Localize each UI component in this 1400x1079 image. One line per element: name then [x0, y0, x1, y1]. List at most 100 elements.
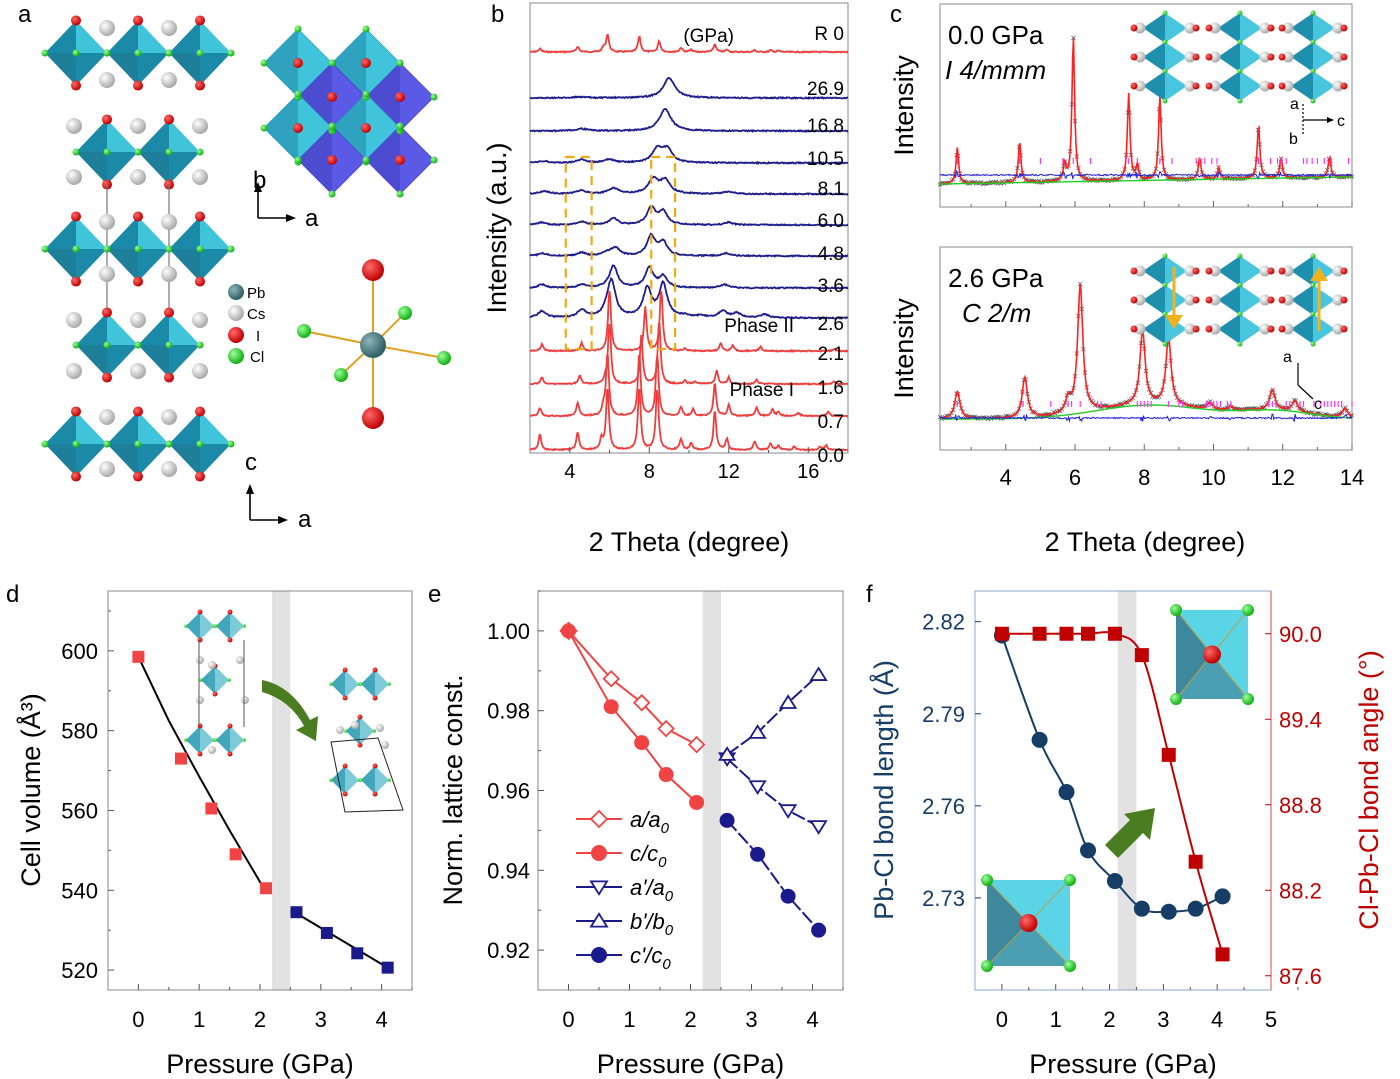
y-axis-title: Norm. lattice const.	[438, 674, 468, 905]
iodine-atom	[164, 114, 174, 125]
marker-circle	[1160, 903, 1177, 920]
octahedron	[169, 20, 231, 86]
chlorine-atom	[387, 682, 391, 686]
octahedron-face	[1143, 256, 1165, 286]
legend: a/a0 c/c0 a'/a0 b'/b0 c'/c0	[576, 807, 674, 973]
lead-atom	[360, 332, 386, 358]
cesium-atom	[1282, 265, 1294, 277]
octahedron-face	[1291, 13, 1313, 43]
chlorine-atom	[1237, 253, 1243, 259]
iodine-atom	[71, 15, 81, 26]
cesium-atom	[130, 118, 146, 134]
iodine-atom	[1340, 82, 1348, 90]
iodine-atom	[357, 714, 363, 720]
cesium-atom	[1259, 265, 1271, 277]
difference-profile	[939, 169, 1353, 180]
octahedron-face	[138, 53, 169, 86]
data-point	[132, 650, 145, 663]
cesium-atom	[1332, 294, 1344, 306]
octahedron	[107, 20, 169, 86]
octahedron-face	[169, 312, 200, 345]
marker-triangle-down	[809, 820, 828, 835]
iodine-atom	[1130, 82, 1138, 90]
xrd-trace	[529, 204, 849, 227]
iodine-atom	[197, 723, 203, 729]
iodine-atom	[1267, 53, 1275, 61]
rietveld-0gpa: 0.0 GPa I 4/mmm Intensity a c b	[889, 3, 1355, 208]
y-right-tick-label: 87.6	[1279, 964, 1322, 989]
marker-circle	[1187, 900, 1204, 917]
octahedron-inset	[1205, 10, 1275, 43]
iodine-atom	[212, 691, 218, 697]
x-axis-ticks: 4 8 12 16	[564, 447, 819, 483]
highlight-box	[650, 155, 677, 351]
cesium-atom	[130, 312, 146, 328]
octahedron-face	[1313, 256, 1335, 286]
octahedron-face	[169, 249, 200, 282]
octahedron-inset	[1205, 311, 1275, 344]
pressure-label: 6.0	[818, 211, 844, 232]
cesium-atom	[99, 266, 115, 282]
y-tick-label: 540	[61, 878, 98, 903]
panel-label-c: c	[890, 1, 902, 28]
marker-circle	[1106, 873, 1123, 890]
cesium-atom	[99, 214, 115, 230]
octahedron-face	[169, 444, 200, 477]
cesium-atom	[1134, 51, 1146, 63]
x-tick-label: 3	[745, 1007, 757, 1032]
chlorine-atom	[1064, 874, 1076, 886]
legend-cs-atom	[228, 305, 244, 321]
y-tick-label: 560	[61, 798, 98, 823]
octahedron-face	[200, 20, 231, 53]
octahedron-inset	[1205, 253, 1275, 286]
pressure-labels: R 0 26.9 16.8 10.5 8.1 6.0 4.8 3.6 2.6 2.1 1.6 0.7 0…	[807, 24, 844, 467]
chlorine-atom	[1310, 98, 1316, 104]
octahedron	[76, 312, 138, 378]
marker-square	[1134, 648, 1149, 663]
cesium-atom	[130, 169, 146, 185]
iodine-atom	[195, 406, 205, 417]
arrowhead	[1165, 315, 1183, 329]
chlorine-atom	[1162, 253, 1168, 259]
octahedron-face	[1291, 256, 1313, 286]
octahedron-face	[331, 670, 345, 698]
marker-circle	[689, 794, 705, 810]
legend-item: b'/b0	[576, 909, 674, 939]
chlorine-atom	[242, 624, 246, 628]
octahedron-face	[76, 444, 107, 477]
chlorine-atom	[1237, 341, 1243, 347]
chlorine-atom	[1162, 39, 1168, 45]
chlorine-atom	[334, 368, 348, 382]
chlorine-atom	[328, 190, 336, 198]
marker-square	[994, 626, 1009, 641]
chlorine-atom	[1170, 693, 1182, 705]
cesium-atom	[1259, 22, 1271, 34]
octahedron-inset	[329, 763, 361, 797]
chlorine-atom	[1237, 68, 1243, 74]
octahedron-face	[138, 152, 169, 185]
chlorine-atom	[196, 49, 204, 57]
cesium-atom	[99, 72, 115, 88]
x-tick-label: 14	[1340, 465, 1364, 490]
chlorine-atom	[227, 678, 231, 682]
chlorine-atom	[329, 682, 333, 686]
cesium-atom	[99, 409, 115, 425]
plot-frame	[537, 590, 844, 991]
pressure-label: 3.6	[818, 276, 844, 297]
axis-label-a-bottom: a	[298, 506, 312, 533]
octahedron-face	[1176, 654, 1248, 699]
octahedron-face	[138, 119, 169, 152]
xrd-trace	[529, 323, 849, 386]
iodine-atom	[71, 471, 81, 482]
iodine-atom	[1267, 296, 1275, 304]
iodine-atom	[342, 667, 348, 673]
bragg-ticks	[956, 158, 1350, 164]
chlorine-atom	[1237, 39, 1243, 45]
y-right-tick-label: 89.4	[1279, 707, 1322, 732]
iodine-atom	[1192, 296, 1200, 304]
chlorine-atom	[1242, 693, 1254, 705]
chlorine-atom	[227, 245, 235, 253]
xrd-trace	[529, 355, 849, 418]
legend-item: c/c0	[576, 841, 667, 871]
